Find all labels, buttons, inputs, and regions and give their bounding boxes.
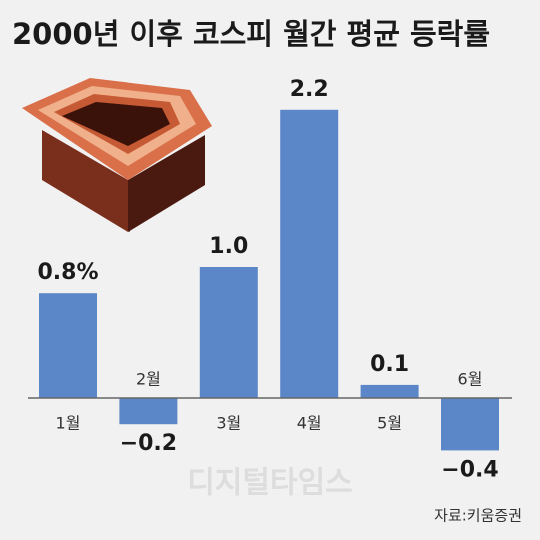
- x-tick-label: 3월: [216, 414, 241, 433]
- pot-illustration: [22, 78, 212, 232]
- bar: [280, 109, 339, 399]
- value-label: −0.4: [441, 457, 498, 482]
- bar: [39, 293, 97, 398]
- value-label: 0.8%: [37, 260, 98, 285]
- source: 자료:키움증권: [434, 507, 522, 525]
- value-label: 2.2: [290, 77, 329, 102]
- bar: [441, 398, 499, 451]
- watermark: 디지털타임스: [187, 466, 353, 501]
- chart-title: 2000년 이후 코스피 월간 평균 등락률: [12, 17, 490, 51]
- value-label: 0.1: [370, 352, 409, 377]
- bar: [199, 267, 258, 398]
- x-tick-label: 4월: [297, 414, 322, 433]
- value-label: 1.0: [209, 234, 248, 259]
- x-tick-label: 5월: [377, 414, 402, 433]
- bar: [119, 398, 178, 425]
- value-label: −0.2: [120, 431, 177, 456]
- x-tick-label: 6월: [458, 370, 483, 389]
- x-tick-label: 1월: [56, 414, 81, 433]
- bar: [360, 384, 419, 398]
- x-tick-label: 2월: [136, 370, 161, 389]
